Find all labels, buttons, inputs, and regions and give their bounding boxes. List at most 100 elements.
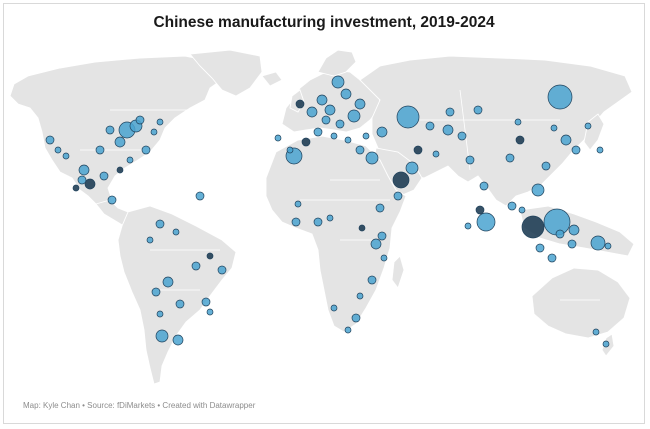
investment-bubble (295, 99, 305, 109)
investment-bubble (99, 171, 109, 181)
investment-bubble (518, 206, 526, 214)
investment-bubble (77, 175, 87, 185)
investment-bubble (54, 146, 62, 154)
investment-bubble (175, 299, 185, 309)
map-credit: Map: Kyle Chan • Source: fDiMarkets • Cr… (23, 401, 256, 410)
investment-bubble (141, 145, 151, 155)
landmass-greenland (189, 49, 263, 97)
investment-bubble (592, 328, 600, 336)
investment-bubble (465, 155, 475, 165)
investment-bubble (84, 178, 96, 190)
investment-bubble (335, 119, 345, 129)
investment-bubble (475, 205, 485, 215)
investment-bubble (535, 243, 545, 253)
investment-bubble (531, 183, 545, 197)
investment-bubble (172, 228, 180, 236)
investment-bubble (370, 238, 382, 250)
landmass-australia (531, 267, 631, 339)
investment-bubble (351, 313, 361, 323)
investment-bubble (547, 84, 573, 110)
investment-bubble (584, 122, 592, 130)
investment-bubble (442, 124, 454, 136)
investment-bubble (291, 217, 301, 227)
investment-bubble (217, 265, 227, 275)
investment-bubble (105, 125, 115, 135)
investment-bubble (126, 156, 134, 164)
investment-bubble (155, 219, 165, 229)
investment-bubble (347, 109, 361, 123)
investment-bubble (330, 304, 338, 312)
investment-bubble (392, 171, 410, 189)
landmass-iceland (261, 71, 283, 87)
investment-bubble (313, 127, 323, 137)
investment-bubble (571, 145, 581, 155)
investment-bubble (356, 292, 364, 300)
investment-bubble (340, 88, 352, 100)
investment-bubble (457, 131, 467, 141)
investment-bubble (590, 235, 606, 251)
investment-bubble (274, 134, 282, 142)
investment-bubble (479, 181, 489, 191)
investment-bubble (191, 261, 201, 271)
investment-bubble (476, 212, 496, 232)
map-title: Chinese manufacturing investment, 2019-2… (153, 14, 495, 31)
investment-bubble (464, 222, 472, 230)
investment-bubble (326, 214, 334, 222)
investment-bubble (405, 161, 419, 175)
investment-bubble (324, 104, 336, 116)
investment-bubble (330, 132, 338, 140)
investment-bubble (294, 200, 302, 208)
investment-bubble (396, 105, 420, 129)
investment-bubble (146, 236, 154, 244)
landmass-madagascar (391, 255, 405, 289)
investment-bubble (321, 115, 331, 125)
investment-bubble (331, 75, 345, 89)
investment-bubble (114, 136, 126, 148)
investment-bubble (72, 184, 80, 192)
investment-bubble (206, 308, 214, 316)
investment-bubble (162, 276, 174, 288)
investment-bubble (78, 164, 90, 176)
investment-bubble (151, 287, 161, 297)
investment-bubble (550, 124, 558, 132)
investment-bubble (306, 106, 318, 118)
investment-bubble (541, 161, 551, 171)
investment-bubble (473, 105, 483, 115)
investment-bubble (354, 98, 366, 110)
investment-bubble (365, 151, 379, 165)
investment-bubble (567, 239, 577, 249)
investment-bubble (393, 191, 403, 201)
landmass-scandinavia (317, 49, 357, 77)
investment-bubble (377, 231, 387, 241)
investment-bubble (445, 107, 455, 117)
landmass-south-america (117, 205, 237, 385)
investment-bubbles (45, 75, 612, 348)
investment-bubble (432, 150, 440, 158)
investment-bubble (156, 118, 164, 126)
investment-bubble (344, 326, 352, 334)
investment-bubble (206, 252, 214, 260)
investment-bubble (376, 126, 388, 138)
investment-bubble (195, 191, 205, 201)
investment-bubble (62, 152, 70, 160)
investment-bubble (604, 242, 612, 250)
investment-bubble (355, 145, 365, 155)
investment-bubble (596, 146, 604, 154)
investment-bubble (413, 145, 423, 155)
investment-bubble (95, 145, 105, 155)
investment-bubble (45, 135, 55, 145)
investment-bubble (560, 134, 572, 146)
investment-bubble (316, 94, 328, 106)
investment-bubble (375, 203, 385, 213)
investment-bubble (107, 195, 117, 205)
investment-bubble (425, 121, 435, 131)
investment-bubble (362, 132, 370, 140)
investment-bubble (135, 115, 145, 125)
investment-bubble (201, 297, 211, 307)
investment-bubble (568, 224, 580, 236)
investment-bubble (515, 135, 525, 145)
investment-bubble (172, 334, 184, 346)
investment-bubble (602, 340, 610, 348)
investment-bubble (156, 310, 164, 318)
